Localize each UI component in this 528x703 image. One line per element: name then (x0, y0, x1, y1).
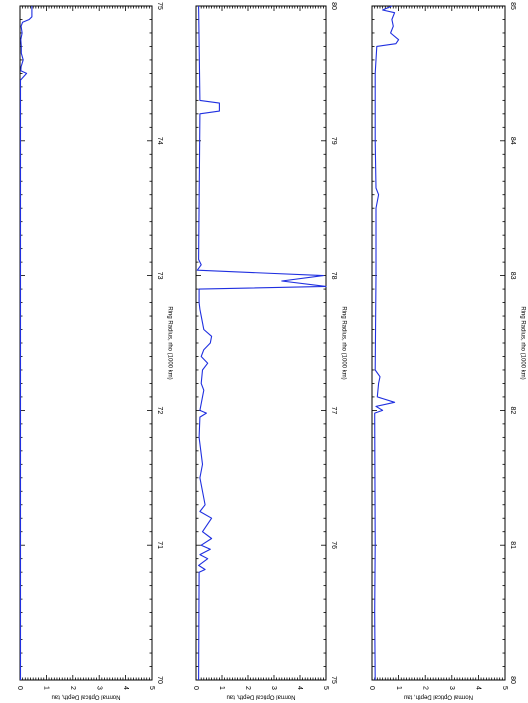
radius-tick-label: 82 (509, 407, 516, 415)
radius-tick-label: 75 (156, 2, 163, 10)
tau-tick-label: 4 (296, 686, 303, 690)
tau-tick-label: 2 (421, 686, 428, 690)
radius-tick-label: 83 (509, 272, 516, 280)
tau-tick-label: 3 (270, 686, 277, 690)
plot-frame (371, 5, 506, 681)
chart-panel-2: 75 76 77 78 79 80 0 1 2 3 4 5 Ring Radius, rho (1000… (192, 2, 346, 699)
tau-axis-title: Normal Optical Depth, tau (404, 693, 473, 699)
tau-tick-label: 2 (244, 686, 251, 690)
radius-tick-label: 74 (156, 137, 163, 145)
radius-tick-label: 78 (330, 272, 337, 280)
plot-frame (19, 5, 153, 681)
optical-depth-series (196, 5, 327, 681)
optical-depth-series (19, 6, 33, 680)
tau-tick-label: 1 (395, 686, 402, 690)
tau-tick-label: 1 (218, 686, 225, 690)
optical-depth-series (374, 5, 400, 681)
radius-tick-label: 76 (330, 541, 337, 549)
radius-tick-label: 84 (509, 137, 516, 145)
plot-frame (195, 5, 327, 681)
radius-tick-label: 80 (330, 2, 337, 10)
radius-tick-label: 75 (330, 676, 337, 684)
radius-tick-label: 77 (330, 407, 337, 415)
tau-tick-label: 3 (448, 686, 455, 690)
tau-axis-title: Normal Optical Depth, tau (226, 693, 295, 699)
chart-panel-3: 80 81 82 83 84 85 0 1 2 3 4 5 Ring Radius, rho (1000… (368, 2, 525, 699)
radius-axis-title: Ring Radius, rho (1000 km) (519, 306, 525, 379)
radius-tick-label: 85 (509, 2, 516, 10)
radius-tick-label: 79 (330, 137, 337, 145)
tau-tick-label: 1 (43, 686, 50, 690)
chart-panel-1: 70 71 72 73 74 75 0 1 2 3 4 5 Ring Radius, rho (1000… (16, 2, 172, 699)
tau-tick-label: 5 (501, 686, 508, 690)
tau-tick-label: 0 (16, 686, 23, 690)
tau-tick-label: 0 (368, 686, 375, 690)
tau-tick-label: 2 (69, 686, 76, 690)
tau-axis-title: Normal Optical Depth, tau (51, 693, 120, 699)
radius-tick-label: 81 (509, 541, 516, 549)
tau-tick-label: 0 (192, 686, 199, 690)
tau-tick-label: 3 (95, 686, 102, 690)
tau-tick-label: 4 (122, 686, 129, 690)
radius-axis-title: Ring Radius, rho (1000 km) (340, 306, 346, 379)
radius-axis-title: Ring Radius, rho (1000 km) (166, 306, 172, 379)
radius-tick-label: 73 (156, 272, 163, 280)
tau-tick-label: 5 (148, 686, 155, 690)
radius-tick-label: 80 (509, 676, 516, 684)
tau-tick-label: 5 (322, 686, 329, 690)
tau-tick-label: 4 (475, 686, 482, 690)
radius-tick-label: 72 (156, 407, 163, 415)
radius-tick-label: 70 (156, 676, 163, 684)
radius-tick-label: 71 (156, 541, 163, 549)
